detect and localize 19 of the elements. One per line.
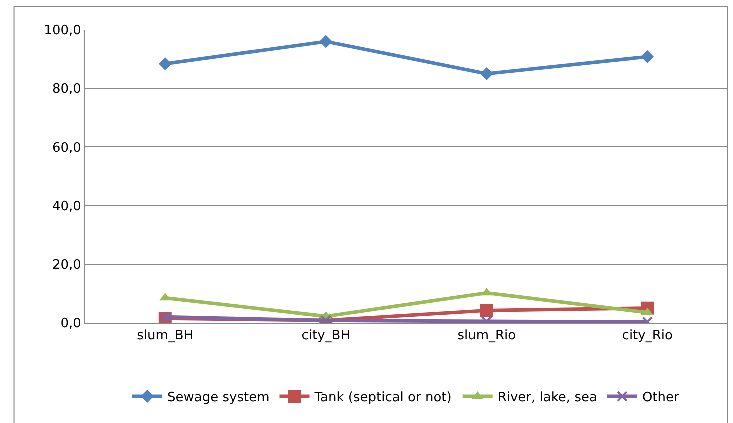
y-tick-label: 20,0	[52, 258, 82, 273]
legend-label: River, lake, sea	[498, 390, 598, 406]
x-tick-label: slum_BH	[137, 328, 194, 344]
point	[158, 57, 172, 70]
y-tick-label: 100,0	[44, 24, 82, 39]
x-tick-label: city_Rio	[622, 328, 673, 344]
y-tick-label: 40,0	[52, 199, 82, 214]
legend-label: Tank (septical or not)	[314, 390, 452, 406]
point	[641, 50, 654, 64]
y-tick-label: 80,0	[52, 82, 82, 98]
legend-label: Sewage system	[168, 390, 270, 406]
legend-label: Other	[642, 390, 680, 406]
point	[320, 35, 333, 48]
x-tick-label: slum_Rio	[458, 328, 516, 344]
point	[480, 304, 494, 318]
x-tick-label: city_BH	[302, 328, 351, 344]
y-tick-label: 60,0	[52, 140, 82, 156]
y-tick-label: 0,0	[60, 316, 82, 332]
point	[480, 67, 494, 80]
